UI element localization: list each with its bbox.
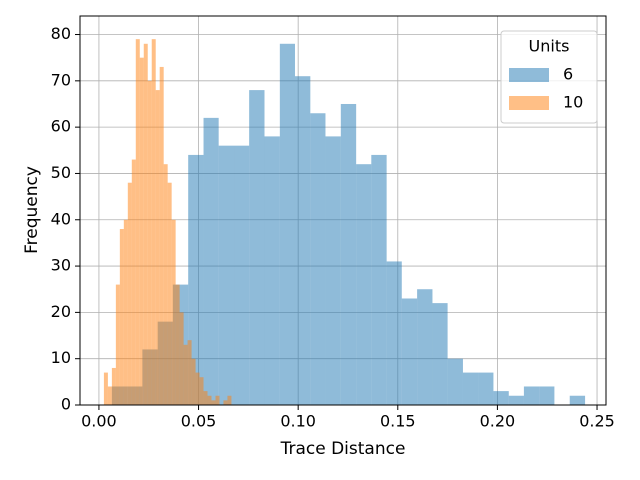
bar (191, 358, 196, 405)
bar (119, 229, 124, 405)
bar (135, 39, 140, 406)
bar (115, 284, 120, 405)
y-tick-label: 40 (51, 209, 71, 228)
bar (147, 80, 152, 405)
legend-title: Units (529, 37, 570, 56)
bar (187, 340, 192, 405)
x-tick-label: 0.20 (480, 412, 516, 431)
bar (340, 103, 357, 405)
x-tick-label: 0.05 (181, 412, 217, 431)
x-axis-label: Trace Distance (280, 439, 406, 459)
bar (207, 395, 212, 405)
bar (401, 298, 418, 405)
x-tick-label: 0.10 (280, 412, 316, 431)
bar (127, 182, 132, 405)
bar (163, 164, 168, 405)
y-tick-label: 30 (51, 256, 71, 275)
legend-swatch (509, 96, 549, 110)
bar (417, 289, 433, 405)
bar (478, 372, 494, 405)
bar (151, 39, 156, 406)
bar (325, 136, 341, 405)
bar (171, 219, 176, 405)
bar (539, 386, 555, 405)
bar (155, 90, 160, 405)
legend-label: 6 (563, 65, 573, 84)
bar (223, 400, 228, 405)
bar (211, 400, 216, 405)
bar (279, 43, 295, 406)
bar (203, 391, 208, 405)
bar (167, 182, 172, 405)
bar (143, 43, 148, 406)
bar (386, 261, 402, 405)
bar (139, 57, 144, 406)
bar (249, 90, 265, 405)
x-tick-label: 0.25 (579, 412, 615, 431)
bar (234, 145, 250, 405)
y-tick-label: 70 (51, 70, 71, 89)
bar (227, 395, 232, 405)
bar (294, 76, 311, 405)
bar (493, 391, 509, 405)
bar (199, 377, 204, 405)
x-tick-label: 0.15 (380, 412, 416, 431)
x-tick-label: 0.00 (81, 412, 117, 431)
bar (508, 395, 524, 405)
bar (107, 386, 112, 405)
bar (131, 159, 136, 405)
bar (203, 117, 219, 405)
bar (123, 219, 128, 405)
bar (218, 145, 235, 405)
plot-frame (79, 15, 607, 406)
bar (183, 344, 188, 405)
y-tick-label: 20 (51, 302, 71, 321)
bar (264, 136, 280, 405)
bar (175, 284, 180, 405)
bar (462, 372, 479, 405)
bar (111, 367, 116, 405)
bar (569, 395, 586, 405)
legend-swatch (509, 68, 549, 82)
y-tick-label: 10 (51, 348, 71, 367)
bar (310, 113, 326, 405)
bar (371, 154, 387, 405)
bar (447, 358, 463, 405)
bar (103, 372, 108, 405)
y-tick-label: 0 (61, 395, 71, 414)
bar (432, 303, 448, 405)
y-tick-label: 50 (51, 163, 71, 182)
bar (195, 372, 200, 405)
y-tick-label: 60 (51, 117, 71, 136)
bar (188, 154, 204, 405)
bar (159, 66, 164, 405)
bar (356, 164, 372, 405)
bar (215, 395, 220, 405)
bar (179, 312, 184, 405)
legend-label: 10 (563, 93, 583, 112)
y-tick-label: 80 (51, 24, 71, 43)
bar (523, 386, 540, 405)
y-axis-label: Frequency (22, 166, 42, 254)
